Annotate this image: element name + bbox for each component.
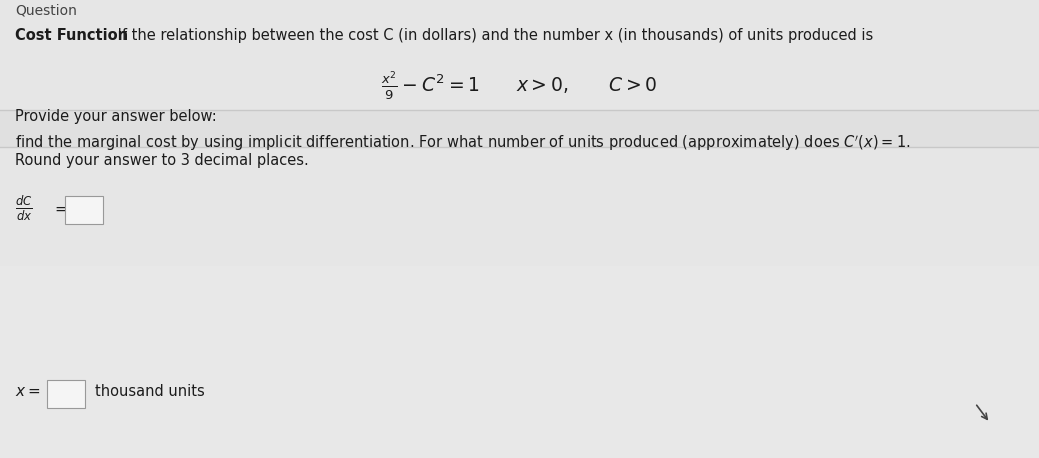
FancyBboxPatch shape <box>65 196 103 224</box>
Text: $\frac{x^2}{9} - C^2 = 1 \qquad x > 0, \qquad C > 0$: $\frac{x^2}{9} - C^2 = 1 \qquad x > 0, \… <box>381 70 657 102</box>
Text: Cost Function: Cost Function <box>15 28 128 43</box>
Text: Provide your answer below:: Provide your answer below: <box>15 109 217 124</box>
FancyBboxPatch shape <box>0 0 1039 266</box>
Text: thousand units: thousand units <box>95 384 205 399</box>
Text: Round your answer to 3 decimal places.: Round your answer to 3 decimal places. <box>15 153 309 168</box>
FancyBboxPatch shape <box>0 266 1039 458</box>
Text: $\frac{dC}{dx}$: $\frac{dC}{dx}$ <box>15 194 32 223</box>
Text: Question: Question <box>15 3 77 17</box>
Text: find the marginal cost by using implicit differentiation. For what number of uni: find the marginal cost by using implicit… <box>15 133 910 153</box>
FancyBboxPatch shape <box>47 380 85 408</box>
Text: If the relationship between the cost C (in dollars) and the number x (in thousan: If the relationship between the cost C (… <box>113 28 873 43</box>
Text: $=$: $=$ <box>52 201 69 216</box>
Text: $x =$: $x =$ <box>15 384 41 399</box>
FancyBboxPatch shape <box>0 110 1039 147</box>
